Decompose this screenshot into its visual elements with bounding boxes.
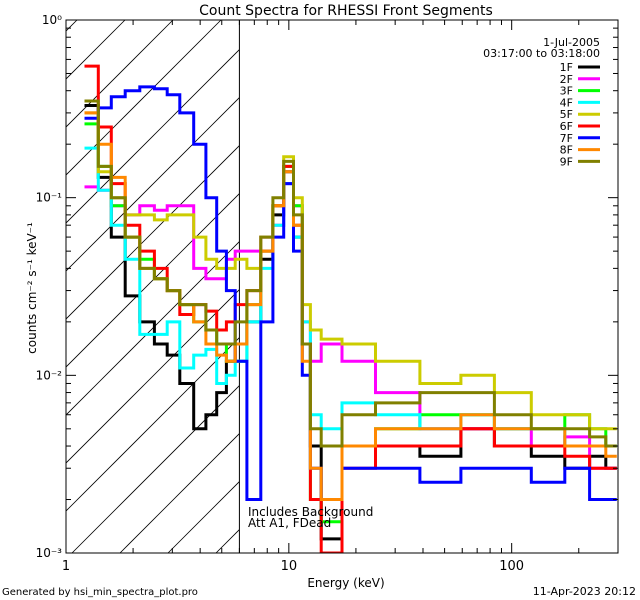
footer-generated-by: Generated by hsi_min_spectra_plot.pro — [2, 587, 198, 598]
series-line-8F — [84, 111, 617, 501]
hatch-line — [456, 20, 640, 553]
legend-label-8F: 8F — [560, 144, 573, 157]
hatch-line — [66, 20, 126, 80]
y-axis-label: counts cm⁻² s⁻¹ keV⁻¹ — [25, 222, 39, 354]
series-line-1F — [84, 104, 617, 541]
y-tick-label-1e0: 10⁰ — [42, 13, 62, 27]
axis-ticks — [65, 20, 619, 554]
hatch-line — [66, 193, 240, 368]
series-line-2F — [84, 182, 617, 470]
hatch-line — [408, 20, 640, 553]
y-tick-label-1e-1: 10⁻¹ — [36, 191, 63, 205]
hatch-line — [600, 20, 640, 553]
series-layer — [84, 64, 617, 553]
hatch-line — [66, 97, 240, 272]
legend-label-1F: 1F — [560, 61, 573, 74]
annotation-background: Includes Background — [248, 505, 373, 519]
time-range-label: 03:17:00 to 03:18:00 — [483, 47, 600, 60]
date-label: 1-Jul-2005 — [543, 36, 600, 49]
annotation-attenuator: Att A1, FDead — [248, 516, 331, 530]
hatch-line — [119, 433, 240, 553]
x-tick-labels: 1 10 100 — [62, 559, 524, 574]
legend-label-7F: 7F — [560, 132, 573, 145]
hatch-line — [66, 289, 240, 464]
hatch-line — [66, 20, 222, 176]
legend-label-5F: 5F — [560, 108, 573, 121]
y-tick-labels: 10⁻³ 10⁻² 10⁻¹ 10⁰ — [36, 13, 63, 560]
hatch-line — [66, 20, 174, 128]
legend-label-3F: 3F — [560, 85, 573, 98]
hatch-line — [66, 241, 240, 416]
series-line-5F — [84, 111, 617, 431]
legend-label-6F: 6F — [560, 120, 573, 133]
series-line-7F — [84, 85, 617, 501]
hatch-line — [66, 337, 240, 512]
legend-label-4F: 4F — [560, 96, 573, 109]
chart-title: Count Spectra for RHESSI Front Segments — [199, 3, 493, 19]
legend-label-9F: 9F — [560, 155, 573, 168]
x-axis-label: Energy (keV) — [307, 576, 384, 590]
hatch-line — [71, 385, 240, 553]
plot-frame — [65, 19, 619, 554]
hatch-line — [66, 49, 240, 224]
x-tick-label-1: 1 — [62, 559, 70, 574]
series-line-4F — [84, 146, 617, 448]
series-line-9F — [84, 99, 617, 448]
x-tick-label-100: 100 — [499, 559, 524, 574]
legend-label-2F: 2F — [560, 73, 573, 86]
x-tick-label-10: 10 — [281, 559, 298, 574]
y-tick-label-1e-2: 10⁻² — [36, 368, 63, 382]
hatch-line — [360, 20, 640, 553]
series-line-6F — [84, 64, 617, 553]
hatch-line — [215, 529, 240, 553]
y-tick-label-1e-3: 10⁻³ — [36, 546, 63, 560]
footer-timestamp: 11-Apr-2023 20:12 — [533, 585, 636, 598]
hatch-line — [66, 145, 240, 320]
series-line-3F — [84, 122, 617, 524]
